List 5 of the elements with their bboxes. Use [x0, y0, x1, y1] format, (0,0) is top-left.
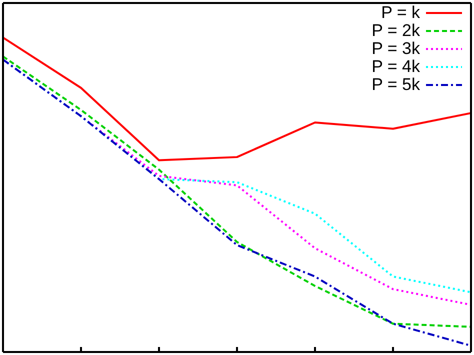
- legend-label: P = 2k: [372, 21, 420, 40]
- legend-label: P = 4k: [372, 57, 420, 76]
- legend-label: P = k: [381, 3, 420, 22]
- legend-label: P = 3k: [372, 39, 420, 58]
- legend-label: P = 5k: [372, 75, 420, 94]
